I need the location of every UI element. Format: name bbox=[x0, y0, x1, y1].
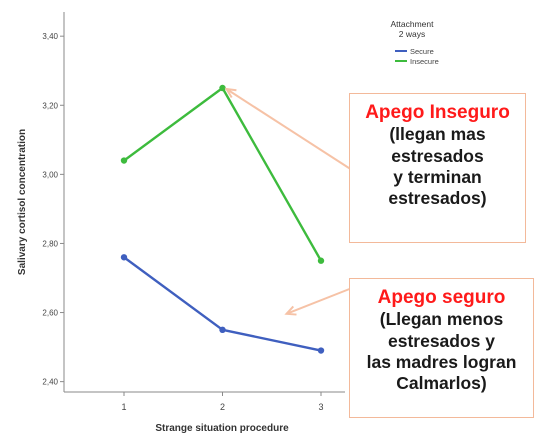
series-line-secure bbox=[123, 256, 322, 352]
series bbox=[120, 84, 325, 354]
series-line-insecure bbox=[123, 86, 323, 262]
data-point-insecure bbox=[219, 84, 226, 92]
y-tick-label: 3,20 bbox=[42, 101, 58, 110]
legend-title-line-1: Attachment bbox=[391, 19, 435, 29]
axes: Salivary cortisol concentration Strange … bbox=[17, 12, 345, 434]
legend-label-insecure: Insecure bbox=[410, 57, 439, 66]
data-point-secure bbox=[219, 326, 226, 334]
callout-secure-attachment: Apego seguro (Llegan menos estresados y … bbox=[349, 278, 534, 418]
ticks: 2,40 2,60 2,80 3,00 3,20 3,40 1 2 3 bbox=[42, 32, 323, 412]
x-tick-label: 3 bbox=[318, 402, 323, 412]
y-axis-label: Salivary cortisol concentration bbox=[17, 129, 28, 275]
data-point-secure bbox=[120, 254, 128, 261]
legend-label-secure: Secure bbox=[410, 47, 434, 56]
callout-insecure-line: (llegan mas bbox=[389, 124, 486, 145]
annotation-arrows bbox=[224, 87, 353, 316]
callout-secure-line: estresados y bbox=[387, 330, 495, 351]
callout-secure-line: las madres logran bbox=[366, 351, 517, 372]
callout-insecure-headline: Apego Inseguro bbox=[365, 102, 510, 123]
x-axis-label: Strange situation procedure bbox=[155, 423, 289, 434]
callout-secure-line: (Llegan menos bbox=[379, 309, 504, 330]
y-tick-label: 2,80 bbox=[42, 239, 58, 248]
callout-secure-headline: Apego seguro bbox=[377, 287, 506, 308]
data-point-insecure bbox=[317, 257, 325, 264]
callout-insecure-attachment: Apego Inseguro (llegan mas estresados y … bbox=[349, 93, 526, 243]
data-point-insecure bbox=[120, 157, 128, 164]
callout-insecure-line: y terminan bbox=[393, 166, 482, 187]
y-tick-label: 3,00 bbox=[42, 170, 58, 179]
x-tick-label: 2 bbox=[220, 402, 225, 412]
callout-insecure-line: estresados) bbox=[388, 188, 487, 209]
y-tick-label: 3,40 bbox=[42, 32, 58, 41]
data-point-secure bbox=[317, 347, 325, 354]
x-tick-label: 1 bbox=[121, 402, 126, 412]
legend-title-line-2: 2 ways bbox=[399, 29, 425, 39]
arrow-secure-annotation bbox=[284, 287, 353, 316]
callout-insecure-line: estresados bbox=[391, 145, 484, 166]
callout-secure-line: Calmarlos) bbox=[396, 373, 487, 394]
y-tick-label: 2,60 bbox=[42, 309, 58, 318]
y-tick-label: 2,40 bbox=[42, 378, 58, 387]
arrow-insecure-annotation bbox=[224, 87, 353, 171]
